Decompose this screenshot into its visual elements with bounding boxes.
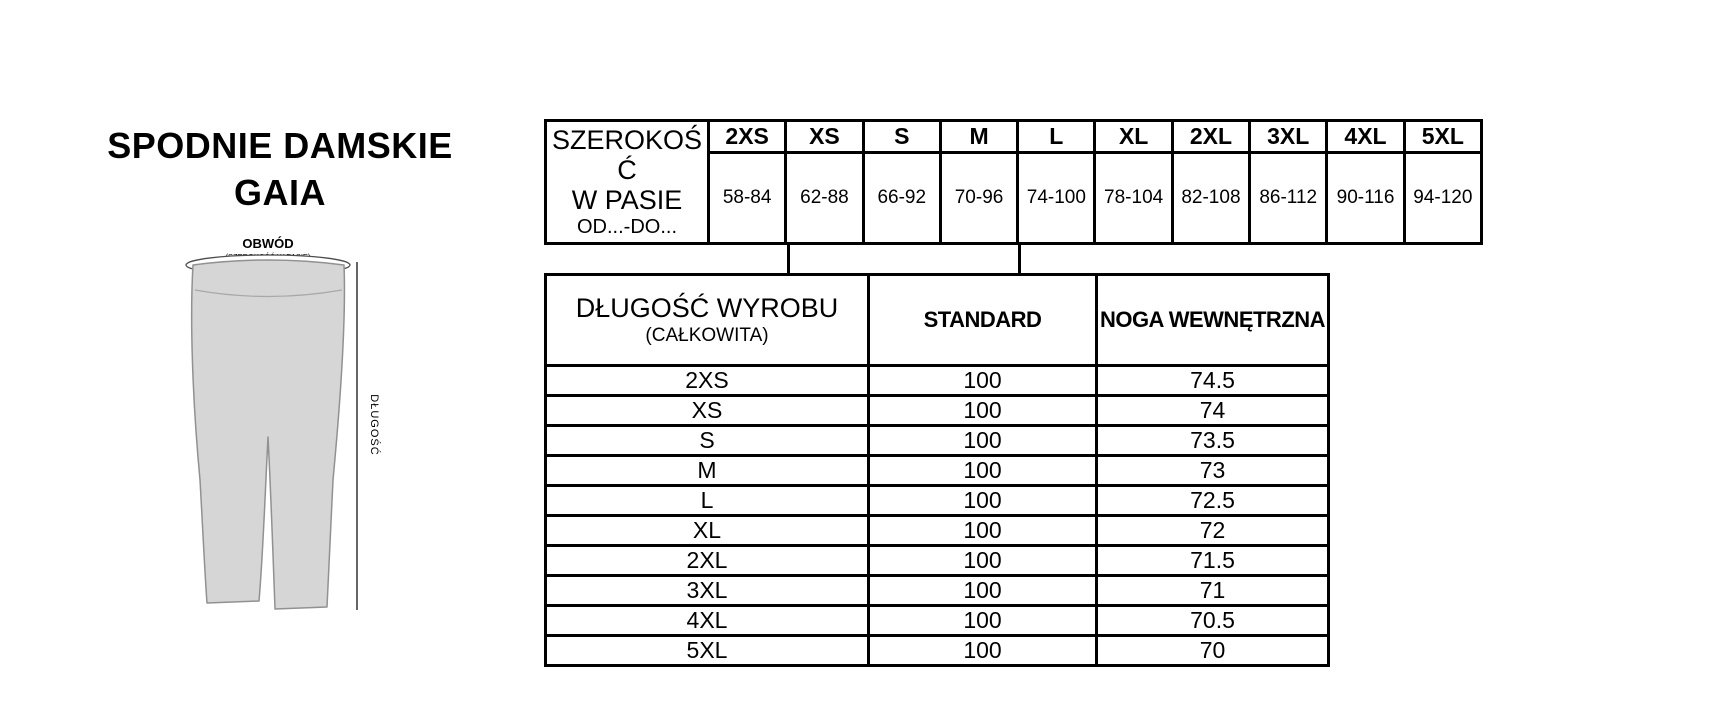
row-standard: 100 <box>867 517 1095 544</box>
size-column: 5XL 94-120 <box>1402 122 1480 242</box>
size-label: XS <box>787 122 862 154</box>
product-length-subheader: (CAŁKOWITA) <box>645 325 769 346</box>
row-size: S <box>699 427 715 453</box>
standard-header: STANDARD <box>923 307 1042 332</box>
product-length-header: DŁUGOŚĆ WYROBU <box>575 293 839 323</box>
row-size: M <box>697 457 717 483</box>
size-range: 82-108 <box>1181 187 1241 208</box>
length-label: DŁUGOŚĆ <box>368 394 381 455</box>
size-range: 86-112 <box>1259 187 1318 208</box>
waist-header-sub: OD...-DO... <box>577 216 677 238</box>
size-column: 3XL 86-112 <box>1248 122 1326 242</box>
waist-size-table: SZEROKOŚ Ć W PASIE OD...-DO... 2XS 58-84… <box>544 119 1483 245</box>
size-label: 2XL <box>1173 122 1249 154</box>
row-size: 2XS <box>685 367 729 393</box>
size-column: 2XS 58-84 <box>710 122 785 242</box>
standard-header-cell: STANDARD <box>867 276 1095 364</box>
size-column: XS 62-88 <box>784 122 862 242</box>
row-standard: 100 <box>867 607 1095 634</box>
product-length-header-cell: DŁUGOŚĆ WYROBU (CAŁKOWITA) <box>547 276 867 364</box>
length-table-header-row: DŁUGOŚĆ WYROBU (CAŁKOWITA) STANDARD NOGA… <box>547 276 1327 364</box>
row-standard: 100 <box>867 427 1095 454</box>
row-inner-leg: 73 <box>1095 457 1327 484</box>
row-inner-leg: 73.5 <box>1095 427 1327 454</box>
waist-label: OBWÓD <box>242 236 293 251</box>
size-column: 2XL 82-108 <box>1170 122 1249 242</box>
waist-table-header-cell: SZEROKOŚ Ć W PASIE OD...-DO... <box>547 122 710 242</box>
length-table: DŁUGOŚĆ WYROBU (CAŁKOWITA) STANDARD NOGA… <box>544 273 1330 667</box>
inner-leg-header-cell: NOGA WEWNĘTRZNA <box>1095 276 1327 364</box>
length-row: M 100 73 <box>547 454 1327 484</box>
size-column: M 70-96 <box>938 122 1017 242</box>
size-range: 62-88 <box>800 187 849 208</box>
row-standard: 100 <box>867 487 1095 514</box>
row-inner-leg: 72.5 <box>1095 487 1327 514</box>
row-inner-leg: 71 <box>1095 577 1327 604</box>
row-standard: 100 <box>867 457 1095 484</box>
row-standard: 100 <box>867 397 1095 424</box>
row-inner-leg: 74.5 <box>1095 367 1327 394</box>
row-standard: 100 <box>867 547 1095 574</box>
size-label: 3XL <box>1251 122 1326 154</box>
row-size: L <box>700 487 714 513</box>
waist-header-line: W PASIE <box>571 185 683 215</box>
size-range: 74-100 <box>1026 187 1086 208</box>
row-size: XL <box>692 517 722 543</box>
page-title: SPODNIE DAMSKIE GAIA <box>60 122 500 216</box>
size-label: M <box>941 122 1017 154</box>
row-standard: 100 <box>867 367 1095 394</box>
row-inner-leg: 71.5 <box>1095 547 1327 574</box>
length-row: 4XL 100 70.5 <box>547 604 1327 634</box>
page-title-line1: SPODNIE DAMSKIE <box>107 125 453 166</box>
row-size: 3XL <box>686 577 728 603</box>
size-range: 66-92 <box>877 187 927 208</box>
length-row: 5XL 100 70 <box>547 634 1327 664</box>
page-title-line2: GAIA <box>234 172 326 213</box>
size-range: 70-96 <box>954 187 1004 208</box>
size-column: XL 78-104 <box>1093 122 1171 242</box>
row-standard: 100 <box>867 637 1095 664</box>
waist-header-line: SZEROKOŚ <box>551 125 703 155</box>
waist-header-line: Ć <box>617 155 637 185</box>
row-size: 5XL <box>686 637 728 663</box>
size-column: S 66-92 <box>861 122 939 242</box>
row-inner-leg: 72 <box>1095 517 1327 544</box>
length-row: 2XS 100 74.5 <box>547 364 1327 394</box>
row-size: XS <box>691 397 723 423</box>
row-standard: 100 <box>867 577 1095 604</box>
pants-shape <box>190 259 346 610</box>
size-label: L <box>1019 122 1094 154</box>
size-column: 4XL 90-116 <box>1325 122 1403 242</box>
size-label: 5XL <box>1405 122 1480 154</box>
length-row: 2XL 100 71.5 <box>547 544 1327 574</box>
length-row: S 100 73.5 <box>547 424 1327 454</box>
length-row: XS 100 74 <box>547 394 1327 424</box>
size-range: 58-84 <box>722 187 772 208</box>
size-column: L 74-100 <box>1016 122 1094 242</box>
table-connector-line <box>787 243 790 276</box>
size-range: 90-116 <box>1336 187 1395 208</box>
row-inner-leg: 70.5 <box>1095 607 1327 634</box>
size-label: 2XS <box>710 122 785 154</box>
size-label: S <box>864 122 939 154</box>
table-connector-line <box>1018 243 1021 276</box>
length-row: L 100 72.5 <box>547 484 1327 514</box>
length-row: 3XL 100 71 <box>547 574 1327 604</box>
row-size: 4XL <box>686 607 728 633</box>
row-size: 2XL <box>686 547 728 573</box>
length-row: XL 100 72 <box>547 514 1327 544</box>
inner-leg-header: NOGA WEWNĘTRZNA <box>1099 307 1326 332</box>
size-label: XL <box>1096 122 1171 154</box>
waist-seam-line <box>194 289 343 298</box>
size-range: 94-120 <box>1413 187 1473 208</box>
row-inner-leg: 70 <box>1095 637 1327 664</box>
size-label: 4XL <box>1328 122 1403 154</box>
size-range: 78-104 <box>1104 187 1164 208</box>
row-inner-leg: 74 <box>1095 397 1327 424</box>
